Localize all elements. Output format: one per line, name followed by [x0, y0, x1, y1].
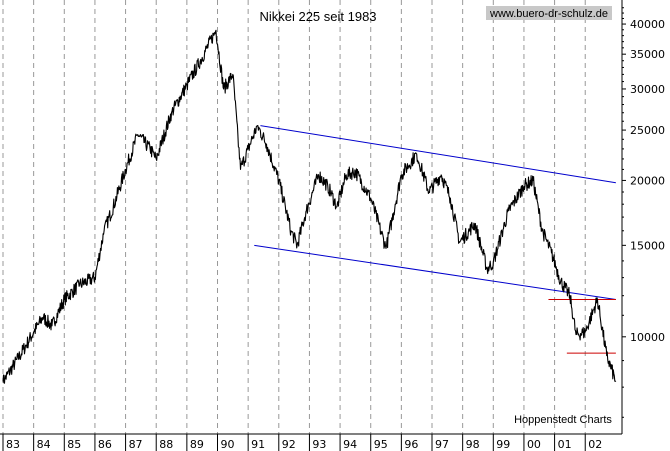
annotation-layer [254, 125, 616, 354]
x-tick-label-88: 88 [159, 438, 173, 451]
x-tick-label-87: 87 [129, 438, 143, 451]
x-tick-label-01: 01 [558, 438, 572, 451]
y-tick-label-10000: 10000 [630, 331, 665, 344]
channel-line-0 [260, 125, 616, 184]
watermark-badge-bg [486, 6, 612, 20]
x-tick-label-94: 94 [343, 438, 357, 451]
x-tick-label-02: 02 [588, 438, 602, 451]
y-tick-label-30000: 30000 [630, 83, 665, 96]
credit-text: Hoppenstedt Charts [514, 414, 612, 426]
y-tick-label-15000: 15000 [630, 239, 665, 252]
chart-title: Nikkei 225 seit 1983 [259, 9, 376, 24]
x-tick-label-91: 91 [251, 438, 265, 451]
x-tick-layer: 83 84 85 86 87 88 89 90 91 92 93 94 95 96 97 98 99 00 01 02 [2, 434, 602, 451]
x-tick-label-93: 93 [312, 438, 326, 451]
grid-layer [2, 0, 586, 434]
x-tick-label-97: 97 [435, 438, 449, 451]
x-tick-label-84: 84 [37, 438, 51, 451]
x-tick-label-95: 95 [374, 438, 388, 451]
series-layer [2, 29, 617, 384]
y-tick-layer: 10000 15000 20000 25000 30000 35000 40000 [622, 7, 665, 418]
x-tick-label-00: 00 [527, 438, 541, 451]
y-tick-label-25000: 25000 [630, 124, 665, 137]
x-tick-label-89: 89 [190, 438, 204, 451]
watermark-text: www.buero-dr-schulz.de [489, 8, 608, 20]
x-tick-label-86: 86 [98, 438, 112, 451]
x-tick-label-96: 96 [404, 438, 418, 451]
x-tick-label-83: 83 [6, 438, 20, 451]
x-tick-label-99: 99 [496, 438, 510, 451]
x-tick-label-90: 90 [221, 438, 235, 451]
x-tick-label-85: 85 [67, 438, 81, 451]
y-tick-label-20000: 20000 [630, 174, 665, 187]
x-tick-label-92: 92 [282, 438, 296, 451]
series-line-nikkei [2, 29, 617, 384]
y-tick-label-35000: 35000 [630, 48, 665, 61]
channel-line-1 [254, 244, 616, 300]
x-tick-label-98: 98 [466, 438, 480, 451]
y-tick-label-40000: 40000 [630, 18, 665, 31]
